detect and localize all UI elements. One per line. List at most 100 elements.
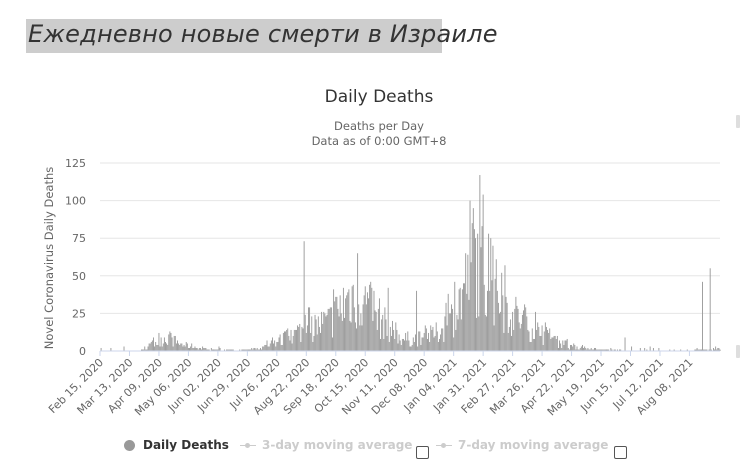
bar-daily-deaths[interactable]: [652, 347, 654, 351]
bar-daily-deaths[interactable]: [318, 326, 320, 351]
bar-daily-deaths[interactable]: [100, 347, 102, 351]
bar-daily-deaths[interactable]: [301, 326, 303, 351]
bar-daily-deaths[interactable]: [582, 344, 583, 351]
bar-daily-deaths[interactable]: [410, 346, 412, 351]
bar-daily-deaths[interactable]: [350, 322, 352, 351]
bar-daily-deaths[interactable]: [414, 334, 416, 351]
bar-daily-deaths[interactable]: [700, 349, 702, 352]
bar-daily-deaths[interactable]: [325, 316, 327, 351]
bar-daily-deaths[interactable]: [360, 313, 362, 351]
bar-daily-deaths[interactable]: [276, 341, 278, 351]
bar-daily-deaths[interactable]: [333, 289, 335, 351]
bar-daily-deaths[interactable]: [567, 347, 569, 351]
bar-daily-deaths[interactable]: [413, 341, 415, 351]
bar-daily-deaths[interactable]: [429, 341, 431, 351]
bar-daily-deaths[interactable]: [532, 338, 534, 351]
bar-daily-deaths[interactable]: [686, 349, 688, 352]
bar-daily-deaths[interactable]: [519, 328, 521, 351]
bar-daily-deaths[interactable]: [277, 341, 279, 351]
bar-daily-deaths[interactable]: [380, 338, 381, 351]
bar-daily-deaths[interactable]: [614, 349, 616, 352]
bar-daily-deaths[interactable]: [496, 290, 498, 351]
bar-daily-deaths[interactable]: [556, 335, 558, 351]
bar-daily-deaths[interactable]: [345, 298, 347, 351]
bar-daily-deaths[interactable]: [531, 328, 533, 351]
bar-daily-deaths[interactable]: [520, 323, 522, 351]
bar-daily-deaths[interactable]: [364, 286, 366, 351]
bar-daily-deaths[interactable]: [149, 343, 151, 351]
bar-daily-deaths[interactable]: [198, 347, 200, 351]
bar-daily-deaths[interactable]: [250, 349, 252, 352]
bar-daily-deaths[interactable]: [555, 338, 557, 351]
bar-daily-deaths[interactable]: [395, 322, 397, 351]
bar-daily-deaths[interactable]: [377, 308, 379, 351]
bar-daily-deaths[interactable]: [528, 331, 530, 351]
bar-daily-deaths[interactable]: [253, 347, 255, 351]
bar-daily-deaths[interactable]: [466, 293, 468, 351]
bar-daily-deaths[interactable]: [594, 347, 595, 351]
bar-daily-deaths[interactable]: [330, 307, 332, 351]
bar-daily-deaths[interactable]: [569, 344, 571, 351]
bar-daily-deaths[interactable]: [717, 347, 719, 351]
bar-daily-deaths[interactable]: [475, 238, 476, 351]
bar-daily-deaths[interactable]: [461, 289, 463, 351]
bar-daily-deaths[interactable]: [178, 343, 180, 351]
bar-daily-deaths[interactable]: [468, 299, 470, 351]
bar-daily-deaths[interactable]: [207, 349, 209, 352]
bar-daily-deaths[interactable]: [702, 281, 703, 351]
legend-item-7-day-average[interactable]: 7-day moving average: [436, 438, 608, 452]
bar-daily-deaths[interactable]: [146, 349, 148, 352]
bar-daily-deaths[interactable]: [397, 343, 399, 351]
bar-daily-deaths[interactable]: [180, 343, 182, 351]
bar-daily-deaths[interactable]: [455, 329, 457, 351]
bar-daily-deaths[interactable]: [547, 329, 548, 351]
bar-daily-deaths[interactable]: [481, 226, 483, 351]
bar-daily-deaths[interactable]: [416, 290, 418, 351]
bar-daily-deaths[interactable]: [577, 349, 579, 352]
bar-daily-deaths[interactable]: [216, 349, 218, 352]
bar-daily-deaths[interactable]: [442, 328, 444, 351]
bar-daily-deaths[interactable]: [419, 331, 421, 351]
bar-daily-deaths[interactable]: [411, 344, 413, 351]
bar-daily-deaths[interactable]: [649, 346, 651, 351]
bar-daily-deaths[interactable]: [483, 284, 485, 351]
bar-daily-deaths[interactable]: [371, 287, 373, 351]
bar-daily-deaths[interactable]: [644, 347, 646, 351]
bar-daily-deaths[interactable]: [418, 331, 420, 351]
bar-daily-deaths[interactable]: [436, 331, 438, 351]
bar-daily-deaths[interactable]: [346, 295, 348, 351]
bar-daily-deaths[interactable]: [167, 344, 169, 351]
bar-daily-deaths[interactable]: [165, 341, 166, 351]
bar-daily-deaths[interactable]: [299, 323, 301, 351]
bar-daily-deaths[interactable]: [293, 329, 295, 351]
bar-daily-deaths[interactable]: [497, 302, 499, 351]
bar-daily-deaths[interactable]: [378, 298, 380, 351]
bar-daily-deaths[interactable]: [370, 281, 372, 351]
bar-daily-deaths[interactable]: [709, 268, 711, 351]
bar-daily-deaths[interactable]: [695, 349, 697, 352]
bar-daily-deaths[interactable]: [425, 328, 427, 351]
bar-daily-deaths[interactable]: [267, 346, 269, 351]
bar-daily-deaths[interactable]: [585, 347, 587, 351]
bar-daily-deaths[interactable]: [478, 316, 480, 351]
bar-daily-deaths[interactable]: [538, 326, 540, 351]
bar-daily-deaths[interactable]: [524, 304, 526, 351]
bar-daily-deaths[interactable]: [208, 349, 210, 352]
bar-daily-deaths[interactable]: [274, 340, 276, 351]
bar-daily-deaths[interactable]: [513, 329, 515, 351]
bar-daily-deaths[interactable]: [289, 340, 291, 351]
bar-daily-deaths[interactable]: [243, 349, 245, 352]
bar-daily-deaths[interactable]: [278, 337, 280, 351]
bar-daily-deaths[interactable]: [341, 320, 343, 351]
bar-daily-deaths[interactable]: [703, 349, 705, 352]
bar-daily-deaths[interactable]: [183, 344, 185, 351]
bar-daily-deaths[interactable]: [499, 313, 500, 351]
bar-daily-deaths[interactable]: [708, 349, 710, 352]
bar-daily-deaths[interactable]: [385, 319, 387, 351]
bar-daily-deaths[interactable]: [575, 349, 577, 352]
bar-daily-deaths[interactable]: [469, 200, 471, 351]
bar-daily-deaths[interactable]: [255, 349, 257, 352]
bar-daily-deaths[interactable]: [340, 313, 342, 351]
bar-daily-deaths[interactable]: [245, 349, 247, 352]
bar-daily-deaths[interactable]: [669, 349, 671, 352]
